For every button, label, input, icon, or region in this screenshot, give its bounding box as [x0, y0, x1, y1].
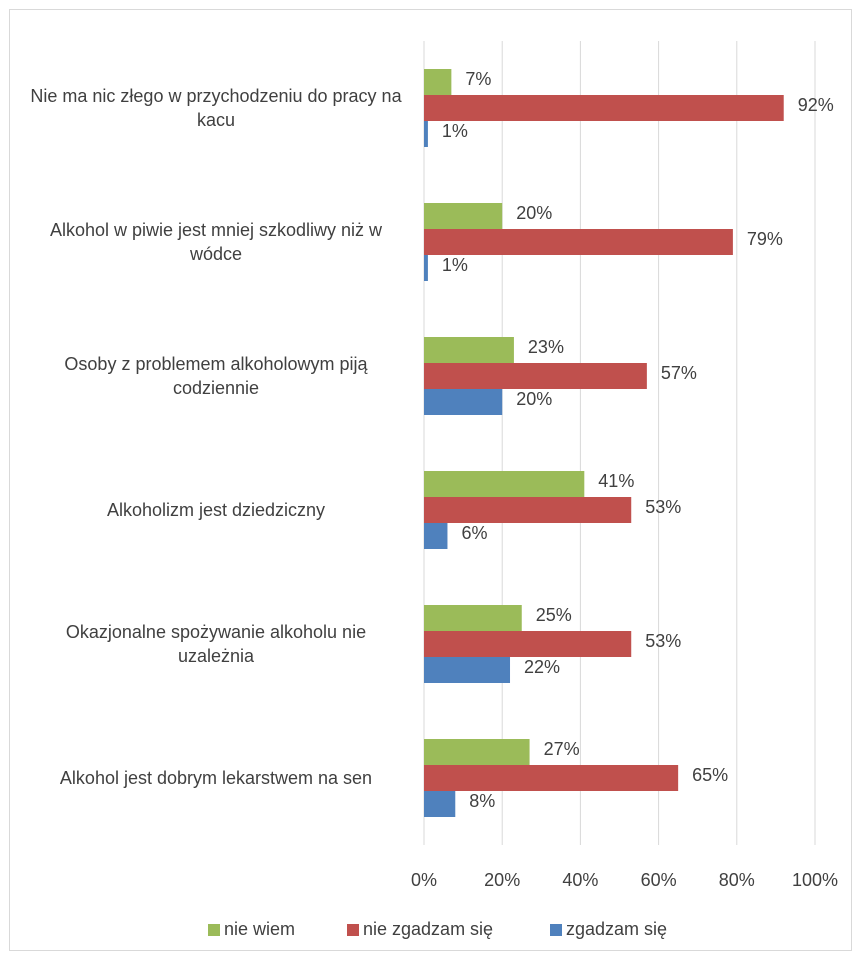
- bar: [424, 523, 448, 549]
- data-label: 41%: [598, 471, 634, 491]
- data-label: 79%: [747, 229, 783, 249]
- bar: [424, 791, 456, 817]
- x-tick-label: 80%: [719, 870, 755, 890]
- data-label: 53%: [645, 631, 681, 651]
- bar: [424, 765, 679, 791]
- bar: [424, 229, 733, 255]
- bar: [424, 631, 632, 657]
- bar: [424, 497, 632, 523]
- x-tick-label: 100%: [792, 870, 838, 890]
- bar: [424, 203, 503, 229]
- data-label: 57%: [661, 363, 697, 383]
- bar: [424, 363, 647, 389]
- category-label: Nie ma nic złego w przychodzeniu do prac…: [30, 86, 402, 130]
- data-label: 92%: [798, 95, 834, 115]
- bar: [424, 255, 428, 281]
- data-label: 65%: [692, 765, 728, 785]
- chart-frame: [9, 9, 852, 951]
- data-label: 1%: [442, 121, 468, 141]
- bar: [424, 739, 530, 765]
- bar: [424, 657, 511, 683]
- category-label: Okazjonalne spożywanie alkoholu nie uzal…: [65, 622, 367, 666]
- x-tick-label: 0%: [411, 870, 437, 890]
- bar: [424, 471, 585, 497]
- legend-label: nie wiem: [224, 919, 295, 939]
- category-label: Alkoholizm jest dziedziczny: [106, 500, 326, 520]
- bar: [424, 69, 452, 95]
- data-label: 20%: [516, 203, 552, 223]
- bar: [424, 389, 503, 415]
- x-tick-label: 60%: [641, 870, 677, 890]
- bar: [424, 337, 514, 363]
- legend-label: zgadzam się: [566, 919, 667, 939]
- data-label: 1%: [442, 255, 468, 275]
- data-label: 53%: [645, 497, 681, 517]
- data-label: 23%: [528, 337, 564, 357]
- data-label: 20%: [516, 389, 552, 409]
- data-label: 8%: [469, 791, 495, 811]
- bar: [424, 121, 428, 147]
- legend-marker: [347, 924, 359, 936]
- data-label: 7%: [465, 69, 491, 89]
- x-tick-label: 20%: [484, 870, 520, 890]
- legend-marker: [550, 924, 562, 936]
- x-tick-label: 40%: [562, 870, 598, 890]
- data-label: 27%: [544, 739, 580, 759]
- legend-marker: [208, 924, 220, 936]
- legend-label: nie zgadzam się: [363, 919, 493, 939]
- category-label: Alkohol w piwie jest mniej szkodliwy niż…: [49, 220, 383, 264]
- data-label: 25%: [536, 605, 572, 625]
- bar: [424, 95, 784, 121]
- bar: [424, 605, 522, 631]
- data-label: 22%: [524, 657, 560, 677]
- category-label: Osoby z problemem alkoholowym piją codzi…: [64, 354, 368, 398]
- category-label: Alkohol jest dobrym lekarstwem na sen: [59, 768, 373, 788]
- data-label: 6%: [461, 523, 487, 543]
